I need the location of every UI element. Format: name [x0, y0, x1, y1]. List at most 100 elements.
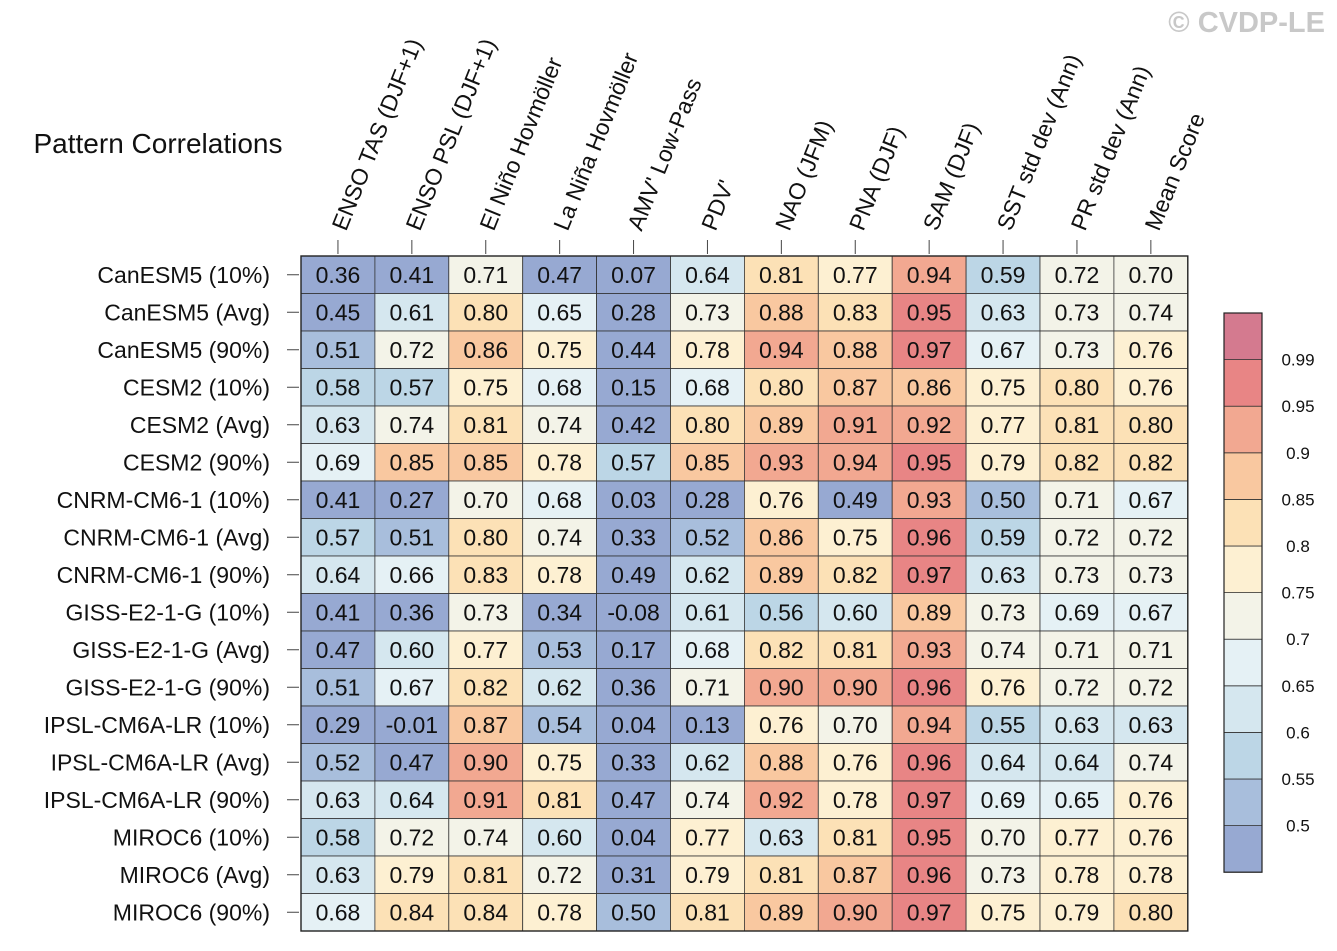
cell-value: 0.63 — [1055, 712, 1100, 738]
cell-value: 0.78 — [685, 337, 730, 363]
heatmap-cell — [891, 630, 967, 669]
heatmap-cell — [817, 330, 893, 369]
cell-value: 0.78 — [833, 787, 878, 813]
heatmap-cell — [1039, 630, 1115, 669]
heatmap-cell — [1039, 705, 1115, 744]
heatmap-cell — [744, 405, 819, 444]
cell-value: 0.72 — [1128, 524, 1173, 550]
cell-value: 0.82 — [463, 674, 508, 700]
row-label: CanESM5 (90%) — [97, 337, 270, 363]
heatmap-cell — [448, 593, 524, 632]
cell-value: 0.80 — [759, 374, 804, 400]
heatmap-cell — [1039, 593, 1115, 632]
heatmap-cell — [448, 668, 524, 707]
heatmap-cell — [448, 368, 524, 407]
cell-value: 0.73 — [685, 299, 730, 325]
cell-value: 0.77 — [463, 637, 508, 663]
heatmap-cell — [817, 855, 893, 894]
cell-value: 0.78 — [1055, 862, 1100, 888]
heatmap-cell — [448, 405, 524, 444]
heatmap-cell — [522, 705, 598, 744]
cell-value: 0.58 — [316, 374, 361, 400]
cell-value: 0.81 — [463, 862, 508, 888]
cell-value: 0.76 — [759, 712, 804, 738]
heatmap-cell — [744, 705, 819, 744]
heatmap-cell — [891, 330, 967, 369]
heatmap-cell — [817, 368, 893, 407]
heatmap-cell — [965, 780, 1041, 819]
heatmap-cell — [965, 855, 1041, 894]
cell-value: 0.96 — [907, 862, 952, 888]
colorbar-swatch — [1223, 732, 1263, 780]
heatmap-cell — [965, 405, 1041, 444]
cell-value: 0.33 — [611, 749, 656, 775]
cell-value: 0.81 — [833, 637, 878, 663]
heatmap-cell — [891, 480, 967, 519]
heatmap-cell — [596, 405, 671, 444]
heatmap-cell — [670, 705, 745, 744]
cell-value: 0.31 — [611, 862, 656, 888]
heatmap-cell — [596, 368, 671, 407]
cell-value: 0.86 — [463, 337, 508, 363]
cell-value: 0.61 — [389, 299, 434, 325]
heatmap-cell — [374, 405, 450, 444]
cell-value: 0.71 — [685, 674, 730, 700]
heatmap-cell — [374, 443, 450, 482]
heatmap-cell — [744, 368, 819, 407]
cell-value: 0.74 — [537, 524, 582, 550]
heatmap-cell — [596, 855, 671, 894]
cell-value: 0.75 — [833, 524, 878, 550]
cell-value: 0.85 — [685, 449, 730, 475]
colorbar-label: 0.85 — [1281, 490, 1314, 509]
colorbar-label: 0.99 — [1281, 351, 1314, 370]
heatmap-cell — [522, 368, 598, 407]
heatmap-cell — [1113, 705, 1189, 744]
heatmap-cell — [1113, 818, 1189, 857]
cell-value: 0.78 — [537, 562, 582, 588]
heatmap-cell — [965, 593, 1041, 632]
cell-value: 0.52 — [685, 524, 730, 550]
heatmap-cell — [1113, 293, 1189, 332]
cell-value: 0.76 — [981, 674, 1026, 700]
row-label: GISS-E2-1-G (90%) — [66, 674, 271, 700]
heatmap-cell — [817, 818, 893, 857]
cell-value: 0.74 — [537, 412, 582, 438]
heatmap-cell — [891, 780, 967, 819]
heatmap-cell — [448, 743, 524, 782]
heatmap-cell — [448, 705, 524, 744]
cell-value: 0.79 — [685, 862, 730, 888]
colorbar-label: 0.7 — [1286, 630, 1310, 649]
cell-value: 0.75 — [463, 374, 508, 400]
cell-value: 0.82 — [1128, 449, 1173, 475]
cell-value: 0.74 — [389, 412, 434, 438]
heatmap-cell — [1039, 518, 1115, 557]
heatmap-cell — [1113, 555, 1189, 594]
cell-value: 0.76 — [1128, 374, 1173, 400]
cell-value: 0.64 — [1055, 749, 1100, 775]
cell-value: 0.81 — [759, 862, 804, 888]
heatmap-cell — [596, 480, 671, 519]
cell-value: 0.72 — [389, 337, 434, 363]
cell-value: 0.15 — [611, 374, 656, 400]
heatmap-cell — [1039, 818, 1115, 857]
cell-value: 0.71 — [1055, 487, 1100, 513]
cell-value: 0.97 — [907, 899, 952, 925]
cell-value: 0.90 — [833, 899, 878, 925]
cell-value: 0.93 — [759, 449, 804, 475]
cell-value: 0.28 — [611, 299, 656, 325]
heatmap-cell — [596, 330, 671, 369]
cell-value: 0.64 — [389, 787, 434, 813]
column-labels: ENSO TAS (DJF+1)ENSO PSL (DJF+1)El Niño … — [326, 35, 1210, 254]
cell-value: 0.81 — [833, 824, 878, 850]
column-label: El Niño Hovmöller — [474, 53, 567, 234]
colorbar-swatch — [1223, 312, 1263, 360]
row-label: MIROC6 (10%) — [113, 824, 270, 850]
heatmap-cell — [744, 518, 819, 557]
cell-value: 0.76 — [833, 749, 878, 775]
cell-value: 0.80 — [1128, 412, 1173, 438]
heatmap-cell — [1113, 255, 1189, 294]
cell-value: 0.67 — [389, 674, 434, 700]
cell-value: 0.60 — [537, 824, 582, 850]
cell-value: 0.28 — [685, 487, 730, 513]
cell-value: 0.44 — [611, 337, 656, 363]
